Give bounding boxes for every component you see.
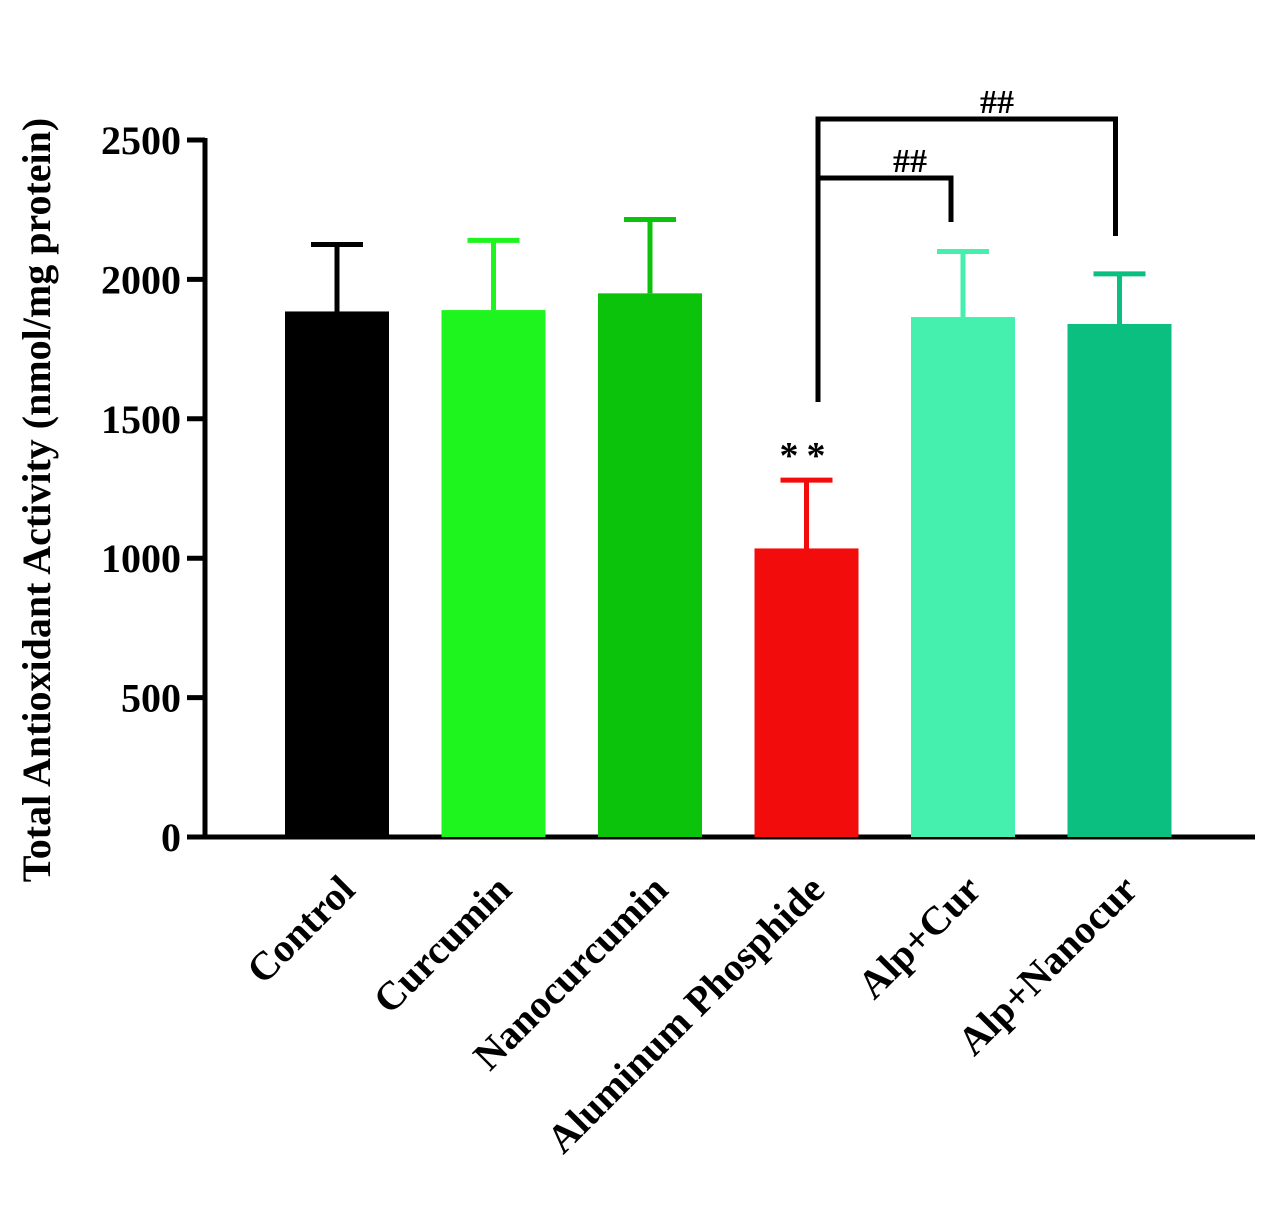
- significance-label: ##: [980, 84, 1014, 121]
- significance-label: ##: [893, 143, 927, 180]
- bar-aluminum-phosphide: [754, 548, 859, 837]
- bar-alp-cur: [911, 317, 1015, 838]
- y-tick-label: 1000: [101, 536, 181, 581]
- significance-asterisks: **: [780, 435, 834, 477]
- x-tick-label: Curcumin: [364, 867, 519, 1022]
- bar-curcumin: [441, 310, 546, 837]
- significance-bracket: [815, 116, 1118, 402]
- y-tick-label: 1500: [101, 397, 181, 442]
- bar-nanocurcumin: [598, 293, 702, 838]
- y-tick-label: 0: [161, 815, 181, 860]
- y-tick-label: 2000: [101, 257, 181, 302]
- bar-alp-nanocur: [1067, 324, 1172, 837]
- x-tick-label: Alp+Cur: [849, 867, 990, 1008]
- y-tick-label: 2500: [101, 118, 181, 163]
- bar-control: [285, 311, 389, 837]
- x-tick-label: Control: [238, 867, 364, 993]
- y-axis-label: Total Antioxidant Activity (nmol/mg prot…: [14, 118, 59, 883]
- x-tick-label: Aluminum Phosphide: [538, 867, 833, 1162]
- y-tick-label: 500: [121, 676, 181, 721]
